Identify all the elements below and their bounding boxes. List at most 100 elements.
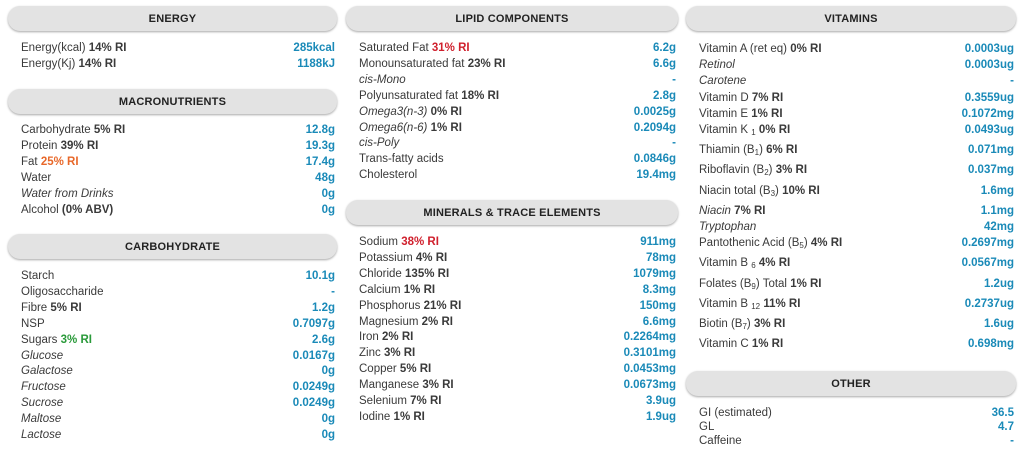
- lipid-row: Saturated Fat 31% RI 6.2g: [359, 41, 676, 57]
- row-value: 0.7097g: [292, 317, 335, 330]
- row-value: 0.3559ug: [964, 91, 1014, 104]
- row-label: Fat: [21, 155, 38, 168]
- row-value: 1.9ug: [645, 410, 676, 423]
- vitamin-row: Vitamin A (ret eq) 0% RI 0.0003ug: [699, 41, 1014, 57]
- row-value: 0.0493ug: [964, 124, 1014, 137]
- vitamin-row: Biotin (B7) 3% RI 1.6ug: [699, 316, 1014, 332]
- row-label: GI (estimated): [699, 407, 772, 419]
- ri-value: (0% ABV): [61, 203, 114, 216]
- carb-row: Galactose 0g: [21, 364, 335, 380]
- row-value: 36.5: [991, 407, 1014, 419]
- row-label: Selenium: [359, 395, 407, 408]
- carb-row: NSP 0.7097g: [21, 317, 335, 333]
- mineral-row: Copper 5% RI 0.0453mg: [359, 362, 676, 378]
- macro-row: Water from Drinks 0g: [21, 187, 335, 203]
- ri-value: 14% RI: [88, 42, 127, 54]
- ri-value: 2% RI: [382, 331, 414, 344]
- energy-list: Energy(kcal) 14% RI 285kcal Energy(Kj) 14…: [8, 32, 337, 73]
- row-value: 2.6g: [311, 333, 335, 346]
- row-label: cis-Mono: [359, 73, 406, 86]
- row-label: Phosphorus: [359, 299, 421, 312]
- row-label: Vitamin A (ret eq): [699, 43, 787, 55]
- row-value: 0.037mg: [967, 164, 1014, 177]
- row-label: Biotin (B: [699, 318, 743, 331]
- row-value: 3.9ug: [645, 395, 676, 408]
- ri-value: 1% RI: [790, 277, 822, 290]
- row-value: 1.6mg: [980, 184, 1014, 197]
- ri-value: 5% RI: [399, 363, 432, 376]
- lipid-row: cis-Mono -: [359, 73, 676, 89]
- row-value: 6.2g: [652, 42, 676, 54]
- ri-value: 0% RI: [790, 43, 822, 55]
- row-value: 0g: [321, 413, 335, 426]
- row-subscript: 5: [799, 241, 804, 251]
- ri-value: 23% RI: [467, 57, 506, 70]
- row-label: Carotene: [699, 75, 747, 88]
- lipid-header: LIPID COMPONENTS: [346, 6, 678, 31]
- carbohydrate-header: CARBOHYDRATE: [8, 234, 337, 259]
- row-label: Chloride: [359, 267, 402, 280]
- row-subscript: 1: [754, 148, 760, 158]
- ri-value: 39% RI: [60, 139, 99, 152]
- ri-value: 7% RI: [410, 395, 442, 408]
- row-subscript: 3: [770, 188, 776, 198]
- row-label: Vitamin B: [699, 297, 749, 310]
- row-value: 0.0003ug: [964, 43, 1014, 55]
- row-label-suffix: ): [759, 144, 763, 157]
- vitamin-row: Niacin total (B3) 10% RI 1.6mg: [699, 183, 1014, 199]
- energy-row: Energy(kcal) 14% RI 285kcal: [21, 41, 335, 57]
- ri-value: 1% RI: [393, 410, 425, 423]
- ri-value: 7% RI: [734, 204, 766, 217]
- ri-value: 4% RI: [810, 237, 843, 250]
- ri-value: 10% RI: [782, 184, 820, 197]
- row-label: Cholesterol: [359, 169, 418, 182]
- energy-row: Energy(Kj) 14% RI 1188kJ: [21, 57, 335, 73]
- ri-value: 2% RI: [421, 315, 453, 328]
- row-label: Folates (B: [699, 277, 752, 290]
- vitamin-row: Riboflavin (B2) 3% RI 0.037mg: [699, 162, 1014, 178]
- row-label: Water: [21, 171, 52, 184]
- ri-value: 18% RI: [461, 89, 500, 102]
- carb-row: Fibre 5% RI 1.2g: [21, 301, 335, 317]
- row-label: Sugars: [21, 333, 58, 346]
- mineral-row: Iron 2% RI 0.2264mg: [359, 330, 676, 346]
- macro-row: Carbohydrate 5% RI 12.8g: [21, 123, 335, 139]
- row-value: 0.2264mg: [623, 331, 676, 344]
- row-value: 1.1mg: [980, 204, 1014, 217]
- row-subscript: 2: [764, 168, 769, 178]
- row-value: 0g: [321, 365, 335, 378]
- other-row: GL 4.7: [699, 420, 1014, 434]
- row-value: 8.3mg: [642, 283, 676, 296]
- ri-value: 3% RI: [753, 318, 786, 331]
- row-value: -: [1010, 435, 1014, 447]
- ri-value: 0% RI: [430, 105, 462, 118]
- ri-value: 4% RI: [415, 251, 448, 264]
- mineral-row: Potassium 4% RI 78mg: [359, 251, 676, 267]
- row-value: -: [672, 137, 676, 150]
- macronutrients-list: Carbohydrate 5% RI 12.8g Protein 39% RI 19…: [8, 114, 337, 218]
- row-value: 0.0003ug: [964, 59, 1014, 72]
- minerals-list: Sodium 38% RI 911mg Potassium 4% RI 78mg C…: [346, 226, 678, 426]
- macronutrients-header: MACRONUTRIENTS: [8, 89, 337, 114]
- row-label: Potassium: [359, 251, 413, 264]
- row-value: 0.0453mg: [623, 363, 676, 376]
- carb-row: Sucrose 0.0249g: [21, 396, 335, 412]
- row-value: 48g: [315, 171, 335, 184]
- row-label: Thiamin (B: [699, 144, 755, 157]
- row-label: Niacin total (B: [699, 184, 771, 197]
- carb-row: Sugars 3% RI 2.6g: [21, 333, 335, 349]
- row-label: Omega3(n-3): [359, 105, 428, 118]
- row-value: 0.2697mg: [961, 237, 1014, 250]
- row-value: 1079mg: [633, 267, 676, 280]
- row-subscript: 7: [742, 322, 747, 332]
- vitamin-row: Vitamin D 7% RI 0.3559ug: [699, 90, 1014, 106]
- row-value: 17.4g: [305, 155, 335, 168]
- vitamin-row: Vitamin B 6 4% RI 0.0567mg: [699, 255, 1014, 271]
- vitamin-row: Vitamin E 1% RI 0.1072mg: [699, 106, 1014, 122]
- row-value: 0g: [321, 187, 335, 200]
- ri-value: 7% RI: [751, 91, 784, 104]
- macro-row: Protein 39% RI 19.3g: [21, 139, 335, 155]
- row-value: 0.0673mg: [623, 379, 676, 392]
- row-value: 150mg: [639, 299, 676, 312]
- row-label: Vitamin D: [699, 91, 749, 104]
